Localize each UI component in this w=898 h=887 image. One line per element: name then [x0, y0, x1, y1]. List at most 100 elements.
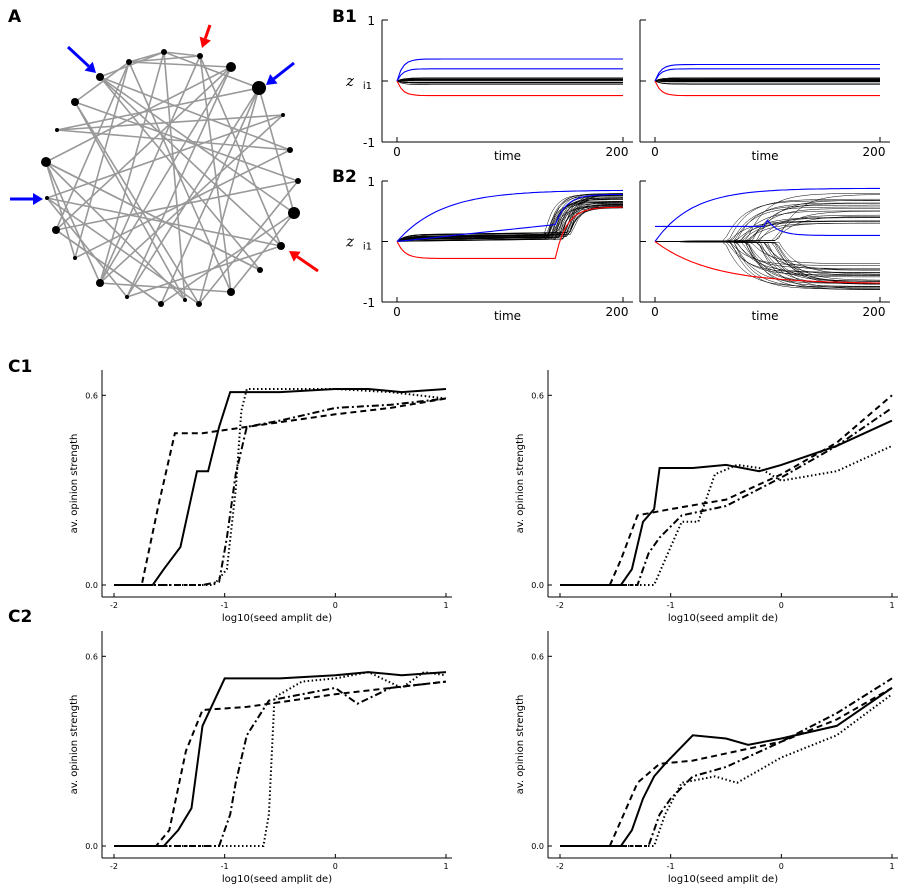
network-edge [99, 51, 165, 284]
trajectory-line [654, 78, 880, 82]
x-axis-label: log10(seed amplit de) [668, 613, 778, 624]
network-node [197, 53, 203, 59]
network-edge [163, 51, 260, 89]
seed-arrow-icon [289, 251, 319, 273]
trajectory-seed-positive [655, 219, 880, 236]
network-node [125, 295, 129, 299]
opinion-trajectory-panels: 1 -1 z i1 0 200 time 0 200 time 1 -1 z i1 0 200 time 0 200… [345, 14, 890, 323]
network-edge [74, 61, 130, 103]
trajectory-line [396, 202, 623, 242]
network-node [41, 157, 51, 167]
seed-arrow-icon [10, 193, 43, 205]
series-line-dashed [560, 687, 893, 847]
network-nodes [41, 49, 301, 307]
opinion-chart-c2-right: -2 -1 0 1 0.0 0.6 log10(seed amplit de) av. opi… [515, 631, 898, 885]
network-edge [99, 55, 201, 284]
x-tick-label: 0 [779, 601, 784, 610]
series-line-dashed [560, 394, 893, 586]
trajectory-lines [396, 189, 624, 259]
network-edge [160, 212, 295, 305]
trajectory-line [654, 80, 880, 85]
x-axis-label: time [494, 309, 521, 323]
trajectory-line [396, 204, 624, 242]
network-edge [45, 66, 232, 163]
network-edge [199, 55, 232, 293]
network-node [96, 279, 104, 287]
network-node [45, 196, 49, 200]
trajectory-line [396, 199, 623, 242]
seed-arrow-icon [199, 24, 212, 48]
x-tick-label: 1 [889, 862, 894, 871]
x-tick-label: 0 [651, 305, 659, 319]
x-tick-label: 1 [443, 862, 448, 871]
panel-label-c1: C1 [8, 357, 32, 377]
seed-arrow-shaft [296, 255, 319, 273]
seed-arrow-shaft [66, 45, 90, 68]
seed-arrow-shaft [272, 61, 295, 81]
trajectory-seed-positive [396, 189, 624, 242]
network-node [196, 301, 202, 307]
x-axis-label: log10(seed amplit de) [668, 874, 778, 885]
trajectory-seed-positive [654, 68, 880, 82]
series-line-dashdot [114, 397, 447, 586]
network-edge [199, 55, 282, 247]
x-axis-label: log10(seed amplit de) [222, 874, 332, 885]
trajectory-line [655, 206, 880, 242]
seed-arrows [10, 24, 319, 273]
y-tick-label: 0.0 [531, 842, 544, 851]
trajectory-lines [396, 58, 623, 97]
network-edge [99, 76, 261, 271]
seed-arrow-icon [266, 61, 295, 85]
y-tick-label: -1 [363, 296, 375, 310]
trajectory-seed-negative [654, 80, 880, 97]
series-line-dashed [114, 397, 447, 586]
network-edge [55, 66, 232, 231]
trajectory-line [396, 80, 623, 86]
opinion-chart-c1-right: -2 -1 0 1 0.0 0.6 log10(seed amplit de) av. opi… [515, 370, 898, 624]
network-edge [55, 61, 130, 231]
trajectory-line [655, 220, 880, 242]
network-node [295, 178, 301, 184]
trajectory-line [396, 207, 623, 242]
trajectory-line [396, 203, 624, 242]
trajectory-line [396, 78, 623, 82]
x-tick-label: 0 [393, 305, 401, 319]
y-tick-label: 1 [367, 175, 375, 189]
x-tick-label: 200 [606, 145, 629, 159]
x-tick-label: 0 [393, 145, 401, 159]
network-edge [128, 61, 232, 293]
y-tick-label: 0.6 [85, 652, 98, 661]
panel-label-b2: B2 [332, 167, 357, 187]
x-tick-label: -1 [667, 862, 675, 871]
trajectory-line [654, 80, 880, 83]
trajectory-line [655, 220, 880, 242]
network-node [183, 298, 187, 302]
trajectory-line [655, 214, 881, 242]
trajectory-panel-b2-left: 1 -1 z i1 0 200 time [345, 175, 633, 323]
trajectory-panel-b2-right: 0 200 time [639, 180, 890, 323]
opinion-chart-c1-left: -2 -1 0 1 0.0 0.6 log10(seed amplit de) av. opi… [69, 370, 452, 624]
network-node [158, 301, 164, 307]
y-axis-label: z [345, 233, 354, 251]
trajectory-line [396, 80, 623, 84]
y-tick-label: -1 [363, 136, 375, 150]
trajectory-seed-positive [654, 187, 880, 242]
x-tick-label: 1 [889, 601, 894, 610]
trajectory-seed-positive [396, 58, 623, 82]
x-tick-label: -2 [110, 601, 118, 610]
x-tick-label: 0 [333, 862, 338, 871]
trajectory-line [654, 77, 880, 82]
y-axis-label: av. opinion strength [515, 695, 526, 795]
trajectory-line [396, 79, 623, 82]
network-node [288, 207, 300, 219]
network-node [226, 62, 236, 72]
network-edge [74, 61, 130, 259]
network-edge [126, 245, 282, 298]
series-line-dashdot [560, 677, 893, 847]
series-line-solid [114, 388, 447, 586]
panel-label-b1: B1 [332, 7, 357, 27]
opinion-chart-c2-left: -2 -1 0 1 0.0 0.6 log10(seed amplit de) av. opi… [69, 631, 452, 885]
y-axis-label: av. opinion strength [515, 434, 526, 534]
series-line-solid [114, 671, 447, 847]
network-graph [10, 24, 319, 307]
